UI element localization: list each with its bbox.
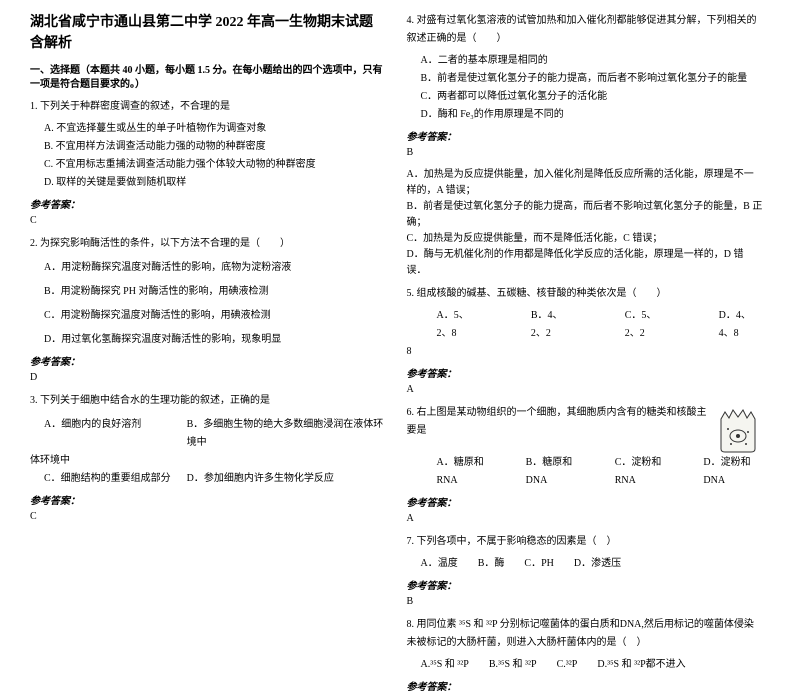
q8-answer-label: 参考答案： — [407, 678, 764, 693]
q4-exp-c: C．加热是为反应提供能量，而不是降低活化能，C 错误； — [407, 231, 764, 247]
question-2: 2. 为探究影响酶活性的条件，以下方法不合理的是（ ） A．用淀粉酶探究温度对酶… — [30, 235, 387, 386]
question-4: 4. 对盛有过氧化氢溶液的试管加热和加入催化剂都能够促进其分解，下列相关的叙述正… — [407, 12, 764, 279]
q1-answer: C — [30, 213, 387, 229]
q1-opt-d: D. 取样的关键是要做到随机取样 — [30, 174, 387, 192]
q1-stem: 1. 下列关于种群密度调查的叙述，不合理的是 — [30, 98, 387, 116]
q2-opt-a: A．用淀粉酶探究温度对酶活性的影响，底物为淀粉溶液 — [30, 259, 387, 277]
q4-answer: B — [407, 145, 764, 161]
q1-opt-c: C. 不宜用标志重捕法调查活动能力强个体较大动物的种群密度 — [30, 156, 387, 174]
q1-opt-a: A. 不宜选择蔓生或丛生的单子叶植物作为调查对象 — [30, 120, 387, 138]
question-6: 6. 右上图是某动物组织的一个细胞，其细胞质内含有的糖类和核酸主要是 A．糖原和… — [407, 404, 764, 527]
q6-answer-label: 参考答案： — [407, 494, 764, 509]
q5-opt-d: D．4、4、8 — [719, 307, 763, 343]
q5-tail: 8 — [407, 343, 764, 361]
q7-opt-d: D．渗透压 — [574, 555, 621, 573]
q8-opt-c: C.³²P — [557, 656, 578, 674]
q5-opt-b: B．4、2、2 — [531, 307, 575, 343]
q2-stem: 2. 为探究影响酶活性的条件，以下方法不合理的是（ ） — [30, 235, 387, 253]
q4-stem: 4. 对盛有过氧化氢溶液的试管加热和加入催化剂都能够促进其分解，下列相关的叙述正… — [407, 12, 764, 48]
q3-answer-label: 参考答案： — [30, 492, 387, 507]
question-3: 3. 下列关于细胞中结合水的生理功能的叙述，正确的是 A．细胞内的良好溶剂 B．… — [30, 392, 387, 525]
left-column: 湖北省咸宁市通山县第二中学 2022 年高一生物期末试题含解析 一、选择题（本题… — [20, 12, 397, 549]
q6-opt-b: B．糖原和 DNA — [526, 454, 585, 490]
q3-line2: 体环境中 — [30, 452, 387, 470]
q4-answer-label: 参考答案： — [407, 128, 764, 143]
question-8: 8. 用同位素 ³⁵S 和 ³²P 分别标记噬菌体的蛋白质和DNA,然后用标记的… — [407, 616, 764, 693]
question-1: 1. 下列关于种群密度调查的叙述，不合理的是 A. 不宜选择蔓生或丛生的单子叶植… — [30, 98, 387, 229]
q1-opt-b: B. 不宜用样方法调查活动能力强的动物的种群密度 — [30, 138, 387, 156]
q8-opt-d: D.³⁵S 和 ³²P都不进入 — [597, 656, 685, 674]
q4-opt-a: A．二者的基本原理是相同的 — [407, 52, 764, 70]
q4-exp-b: B．前者是使过氧化氢分子的能力提高，而后者不影响过氧化氢分子的能量，B 正确； — [407, 199, 764, 231]
q2-opt-c: C．用淀粉酶探究温度对酶活性的影响，用碘液检测 — [30, 307, 387, 325]
q6-opt-a: A．糖原和 RNA — [437, 454, 496, 490]
q5-opt-a: A．5、2、8 — [437, 307, 481, 343]
q2-opt-b: B．用淀粉酶探究 PH 对酶活性的影响，用碘液检测 — [30, 283, 387, 301]
q1-answer-label: 参考答案： — [30, 196, 387, 211]
q3-opt-b: B．多细胞生物的绝大多数细胞浸润在液体环境中 — [173, 416, 387, 452]
q7-answer-label: 参考答案： — [407, 577, 764, 592]
q4-opt-c: C．两者都可以降低过氧化氢分子的活化能 — [407, 88, 764, 106]
q5-stem: 5. 组成核酸的碱基、五碳糖、核苷酸的种类依次是（ ） — [407, 285, 764, 303]
q5-opt-c: C．5、2、2 — [625, 307, 669, 343]
q3-opt-c: C．细胞结构的重要组成部分 — [30, 470, 173, 488]
q3-opt-d: D．参加细胞内许多生物化学反应 — [173, 470, 387, 488]
q3-answer: C — [30, 509, 387, 525]
q7-opt-b: B．酶 — [478, 555, 505, 573]
document-title: 湖北省咸宁市通山县第二中学 2022 年高一生物期末试题含解析 — [30, 12, 387, 54]
q5-answer: A — [407, 382, 764, 398]
q4-exp-d: D．酶与无机催化剂的作用都是降低化学反应的活化能，原理是一样的，D 错误． — [407, 247, 764, 279]
question-5: 5. 组成核酸的碱基、五碳糖、核苷酸的种类依次是（ ） A．5、2、8 B．4、… — [407, 285, 764, 398]
q7-answer: B — [407, 594, 764, 610]
q2-answer: D — [30, 370, 387, 386]
q7-stem: 7. 下列各项中，不属于影响稳态的因素是（ ） — [407, 533, 764, 551]
section-1-header: 一、选择题（本题共 40 小题，每小题 1.5 分。在每小题给出的四个选项中，只… — [30, 64, 387, 92]
cell-diagram-icon — [713, 404, 763, 454]
q3-stem: 3. 下列关于细胞中结合水的生理功能的叙述，正确的是 — [30, 392, 387, 410]
q6-answer: A — [407, 511, 764, 527]
question-7: 7. 下列各项中，不属于影响稳态的因素是（ ） A．温度 B．酶 C．PH D．… — [407, 533, 764, 610]
q6-stem: 6. 右上图是某动物组织的一个细胞，其细胞质内含有的糖类和核酸主要是 — [407, 404, 764, 440]
q6-opt-c: C．淀粉和 RNA — [615, 454, 674, 490]
q4-opt-b: B．前者是使过氧化氢分子的能力提高，而后者不影响过氧化氢分子的能量 — [407, 70, 764, 88]
q8-opt-a: A.³⁵S 和 ³²P — [421, 656, 469, 674]
q3-opt-a: A．细胞内的良好溶剂 — [30, 416, 173, 452]
q2-answer-label: 参考答案： — [30, 353, 387, 368]
q5-answer-label: 参考答案： — [407, 365, 764, 380]
q4-opt-d: D．酶和 Fe₃的作用原理是不同的 — [407, 106, 764, 124]
q7-opt-a: A．温度 — [421, 555, 458, 573]
q7-opt-c: C．PH — [524, 555, 553, 573]
right-column: 4. 对盛有过氧化氢溶液的试管加热和加入催化剂都能够促进其分解，下列相关的叙述正… — [397, 12, 774, 549]
q2-opt-d: D．用过氧化氢酶探究温度对酶活性的影响，现象明显 — [30, 331, 387, 349]
q6-opt-d: D．淀粉和 DNA — [703, 454, 763, 490]
q4-exp-a: A．加热是为反应提供能量，加入催化剂是降低反应所需的活化能，原理是不一样的，A … — [407, 167, 764, 199]
q8-opt-b: B.³⁵S 和 ³²P — [489, 656, 537, 674]
q8-stem: 8. 用同位素 ³⁵S 和 ³²P 分别标记噬菌体的蛋白质和DNA,然后用标记的… — [407, 616, 764, 652]
